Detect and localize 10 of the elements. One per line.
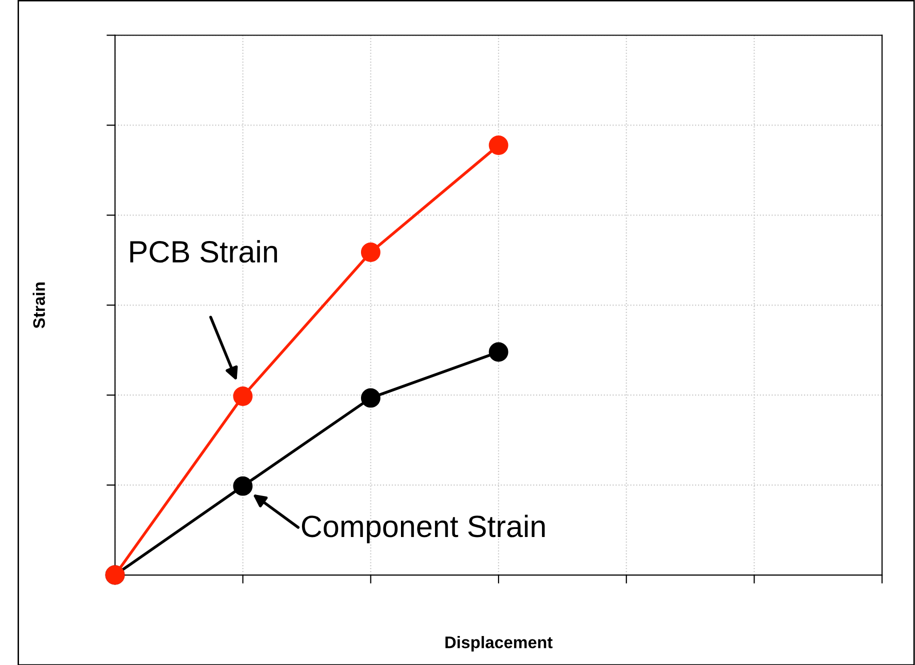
point [233, 386, 253, 406]
legend-label: Component Strain [302, 514, 545, 544]
point [360, 388, 380, 408]
x-axis-title: Displacement [445, 636, 553, 652]
point [488, 342, 508, 362]
text: PCB Strain [130, 240, 277, 263]
point [360, 242, 380, 262]
point [233, 476, 253, 496]
point [488, 136, 508, 155]
y-axis-title: Strain [32, 282, 45, 328]
